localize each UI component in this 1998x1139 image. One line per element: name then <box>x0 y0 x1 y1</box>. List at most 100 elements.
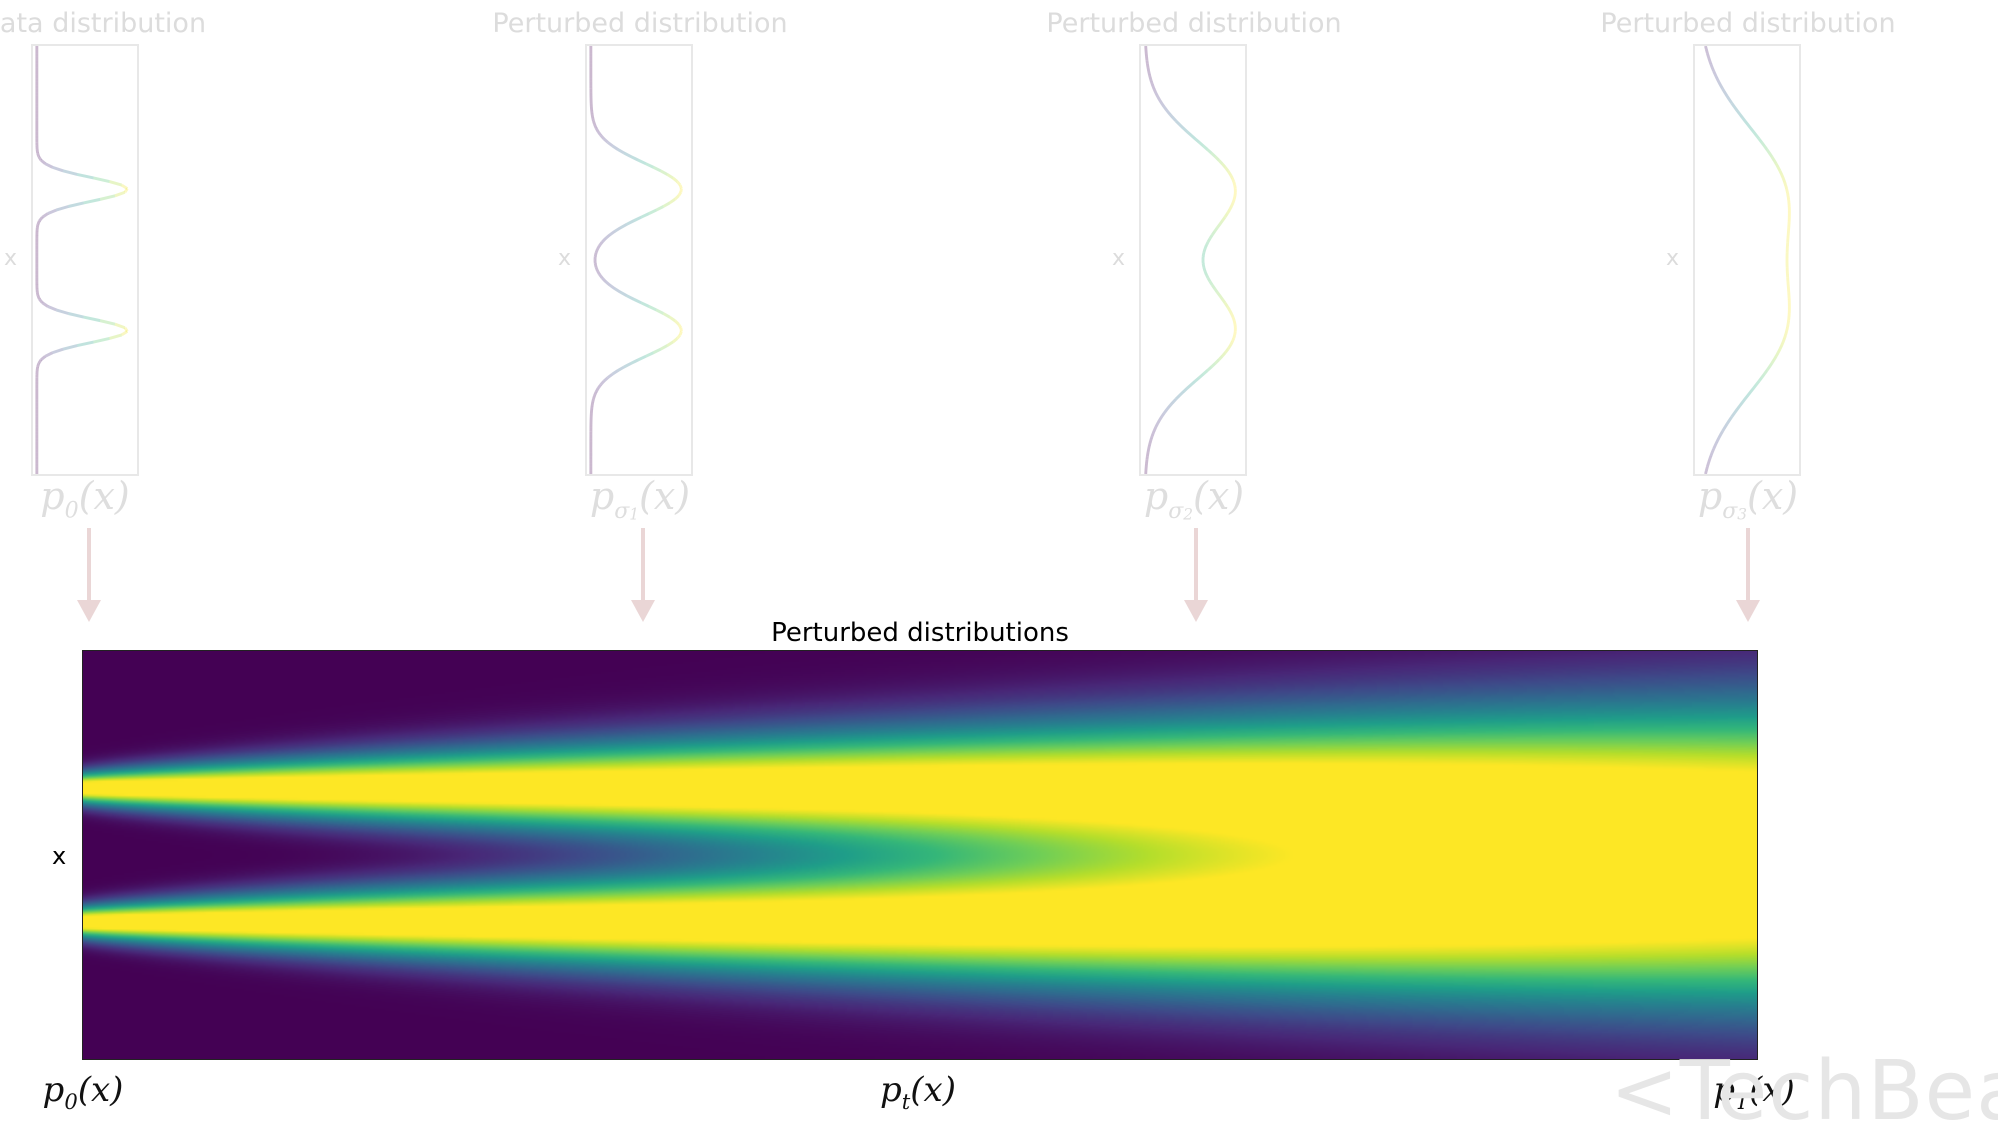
density-segment <box>1753 385 1756 389</box>
density-segment <box>1723 428 1725 432</box>
density-segment <box>1729 417 1731 421</box>
density-segment <box>48 210 57 214</box>
density-segment <box>1231 203 1233 207</box>
density-segment <box>593 399 594 403</box>
density-segment <box>1767 149 1769 153</box>
density-segment <box>1786 331 1787 335</box>
density-segment <box>1148 67 1149 71</box>
density-segment <box>641 214 649 218</box>
density-segment <box>646 353 654 357</box>
density-segment <box>1217 292 1220 296</box>
density-segment <box>1167 406 1170 410</box>
panel-ylabel: x <box>1666 246 1679 271</box>
density-segment <box>612 371 617 375</box>
density-segment <box>1748 392 1751 396</box>
density-segment <box>1762 142 1765 146</box>
density-segment <box>1222 217 1225 221</box>
density-segment <box>656 310 663 314</box>
density-segment <box>1745 121 1748 125</box>
density-segment <box>1206 242 1208 246</box>
density-segment <box>1235 331 1236 335</box>
density-segment <box>1157 96 1159 100</box>
density-segment <box>667 174 673 178</box>
density-segment <box>45 164 52 168</box>
density-segment <box>1232 338 1233 342</box>
density-segment <box>1232 178 1233 182</box>
density-segment <box>100 196 115 200</box>
density-segment <box>1222 299 1225 303</box>
density-segment <box>38 296 39 300</box>
panel-title: ata distribution <box>0 8 206 39</box>
density-segment <box>1220 296 1223 300</box>
density-segment <box>1786 185 1787 189</box>
density-segment <box>1162 103 1164 107</box>
density-segment <box>661 171 668 175</box>
density-segment <box>38 153 39 157</box>
density-segment <box>1780 171 1782 175</box>
density-segment <box>1217 224 1220 228</box>
density-segment <box>1187 385 1191 389</box>
density-segment <box>1149 442 1150 446</box>
density-segment <box>1159 417 1161 421</box>
density-segment <box>634 217 641 221</box>
density-segment <box>673 338 677 342</box>
density-segment <box>593 121 594 125</box>
density-segment <box>624 363 631 367</box>
density-segment <box>663 203 669 207</box>
density-segment <box>38 221 39 225</box>
density-segment <box>680 331 681 335</box>
density-segment <box>1233 199 1234 203</box>
density-segment <box>1147 64 1148 68</box>
density-segment <box>595 253 596 257</box>
density-segment <box>1721 85 1723 89</box>
density-segment <box>1183 388 1187 392</box>
density-segment <box>1225 214 1227 218</box>
watermark: <TechBeat <box>1610 1044 1998 1139</box>
density-segment <box>1229 207 1231 211</box>
density-segment <box>52 349 63 353</box>
density-segment <box>1739 403 1742 407</box>
density-segment <box>1787 328 1788 332</box>
density-segment <box>593 117 594 121</box>
density-segment <box>1782 342 1784 346</box>
density-segment <box>1211 363 1215 367</box>
density-segment <box>1234 182 1235 186</box>
density-segment <box>604 139 608 143</box>
density-segment <box>1762 374 1765 378</box>
density-segment <box>1783 178 1784 182</box>
density-segment <box>612 146 617 150</box>
density-segment <box>115 192 125 196</box>
density-segment <box>673 178 677 182</box>
density-segment <box>1706 46 1707 50</box>
density-segment <box>610 231 615 235</box>
density-segment <box>1714 71 1716 75</box>
density-segment <box>1210 235 1212 239</box>
density-segment <box>1179 392 1183 396</box>
density-segment <box>1215 228 1218 232</box>
density-segment <box>1788 196 1789 200</box>
density-segment <box>1227 306 1229 310</box>
density-segment <box>667 342 673 346</box>
heatmap-canvas <box>83 651 1757 1059</box>
density-segment <box>656 207 663 211</box>
density-segment <box>1759 139 1762 143</box>
density-segment <box>1148 449 1149 453</box>
density-segment <box>596 249 597 253</box>
density-segment <box>1156 92 1158 96</box>
density-segment <box>1753 132 1756 136</box>
heatmap-title: Perturbed distributions <box>771 618 1069 648</box>
panel-ylabel: x <box>1112 246 1125 271</box>
density-segment <box>679 192 681 196</box>
density-segment <box>1203 253 1204 257</box>
down-arrow-icon <box>1733 528 1763 624</box>
density-segment <box>1179 124 1183 128</box>
density-curve <box>1695 46 1799 474</box>
density-segment <box>52 167 63 171</box>
panel-title: Perturbed distribution <box>1046 8 1341 39</box>
density-segment <box>638 160 646 164</box>
density-segment <box>1778 167 1780 171</box>
heatmap-plot <box>82 650 1758 1060</box>
density-segment <box>592 114 593 118</box>
density-segment <box>1711 453 1712 457</box>
density-segment <box>1222 164 1225 168</box>
